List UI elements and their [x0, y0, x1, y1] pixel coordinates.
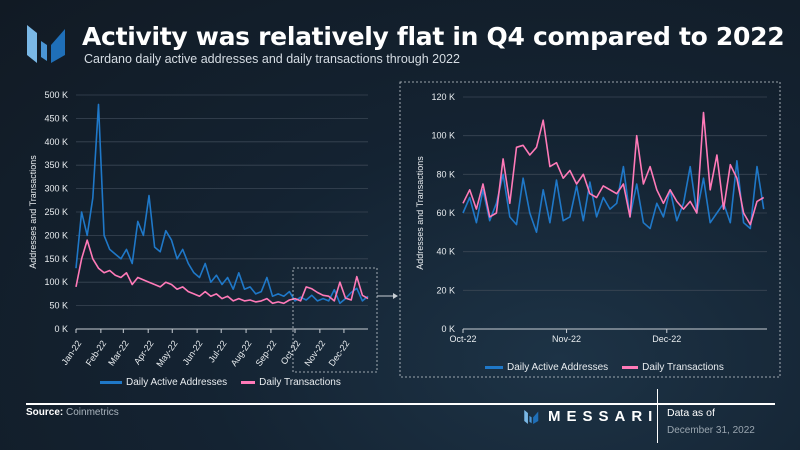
y-tick-label: 20 K — [436, 285, 455, 295]
legend-swatch-daa — [485, 366, 503, 369]
q4-series-daily-transactions — [462, 111, 765, 226]
y-tick-label: 50 K — [49, 301, 68, 311]
y-tick-label: 350 K — [44, 160, 68, 170]
y-tick-label: 80 K — [436, 169, 455, 179]
full-year-series-daily-active-addresses — [75, 103, 369, 305]
x-tick-label: Oct-22 — [279, 339, 303, 367]
full-year-series-daily-transactions — [75, 239, 369, 305]
legend-label-daa: Daily Active Addresses — [126, 377, 228, 388]
y-tick-label: 120 K — [431, 92, 455, 102]
x-tick-label: Mar-22 — [106, 339, 131, 368]
y-tick-label: 60 K — [436, 208, 455, 218]
legend-left: Daily Active Addresses Daily Transaction… — [100, 377, 341, 388]
y-tick-label: 40 K — [436, 247, 455, 257]
connector-arrow-icon — [393, 293, 398, 299]
page-subtitle: Cardano daily active addresses and daily… — [84, 52, 460, 66]
y-tick-label: 200 K — [44, 230, 68, 240]
zoom-detail-box — [399, 81, 781, 378]
page-title: Activity was relatively flat in Q4 compa… — [82, 22, 785, 51]
x-tick-label: Jun-22 — [181, 339, 205, 367]
zoom-region-box — [292, 267, 378, 373]
y-tick-label: 100 K — [44, 277, 68, 287]
legend-swatch-dt — [622, 366, 639, 369]
x-tick-label: Dec-22 — [652, 334, 681, 344]
x-tick-label: Sep-22 — [254, 339, 279, 369]
y-tick-label: 0 K — [441, 324, 455, 334]
data-as-of-label: Data as of — [667, 407, 715, 419]
x-tick-label: Nov-22 — [302, 339, 327, 369]
data-as-of-date: December 31, 2022 — [667, 425, 755, 436]
legend-swatch-daa — [100, 381, 122, 384]
legend-right: Daily Active Addresses Daily Transaction… — [485, 362, 724, 373]
brand-name: MESSARI — [548, 408, 659, 425]
x-tick-label: Aug-22 — [229, 339, 254, 369]
footer-divider — [26, 403, 775, 405]
x-tick-label: Feb-22 — [84, 339, 109, 368]
y-tick-label: 400 K — [44, 137, 68, 147]
legend-label-dt: Daily Transactions — [259, 377, 341, 388]
y-axis-label: Addresses and Transactions — [28, 155, 38, 269]
x-tick-label: Jan-22 — [59, 339, 83, 367]
source-value: Coinmetrics — [66, 407, 119, 418]
y-tick-label: 300 K — [44, 184, 68, 194]
source-label: Source: — [26, 407, 64, 418]
x-tick-label: May-22 — [154, 339, 179, 369]
q4-series-daily-active-addresses — [462, 160, 765, 234]
source-note: Source: Coinmetrics — [26, 407, 119, 418]
x-tick-label: Apr-22 — [132, 339, 156, 367]
footer-vertical-divider — [657, 389, 658, 443]
y-tick-label: 150 K — [44, 254, 68, 264]
x-tick-label: Nov-22 — [552, 334, 581, 344]
y-tick-label: 250 K — [44, 207, 68, 217]
messari-logo — [27, 25, 65, 63]
legend-label-dt: Daily Transactions — [642, 362, 724, 373]
x-tick-label: Oct-22 — [449, 334, 476, 344]
x-tick-label: Jul-22 — [206, 339, 228, 365]
messari-logo — [524, 409, 539, 424]
y-axis-label: Addresses and Transactions — [415, 156, 425, 270]
legend-swatch-dt — [241, 381, 256, 384]
y-tick-label: 100 K — [431, 131, 455, 141]
y-tick-label: 500 K — [44, 90, 68, 100]
y-tick-label: 0 K — [54, 324, 68, 334]
y-tick-label: 450 K — [44, 113, 68, 123]
legend-label-daa: Daily Active Addresses — [507, 362, 609, 373]
x-tick-label: Dec-22 — [327, 339, 352, 369]
messari-brand: MESSARI — [524, 408, 658, 425]
